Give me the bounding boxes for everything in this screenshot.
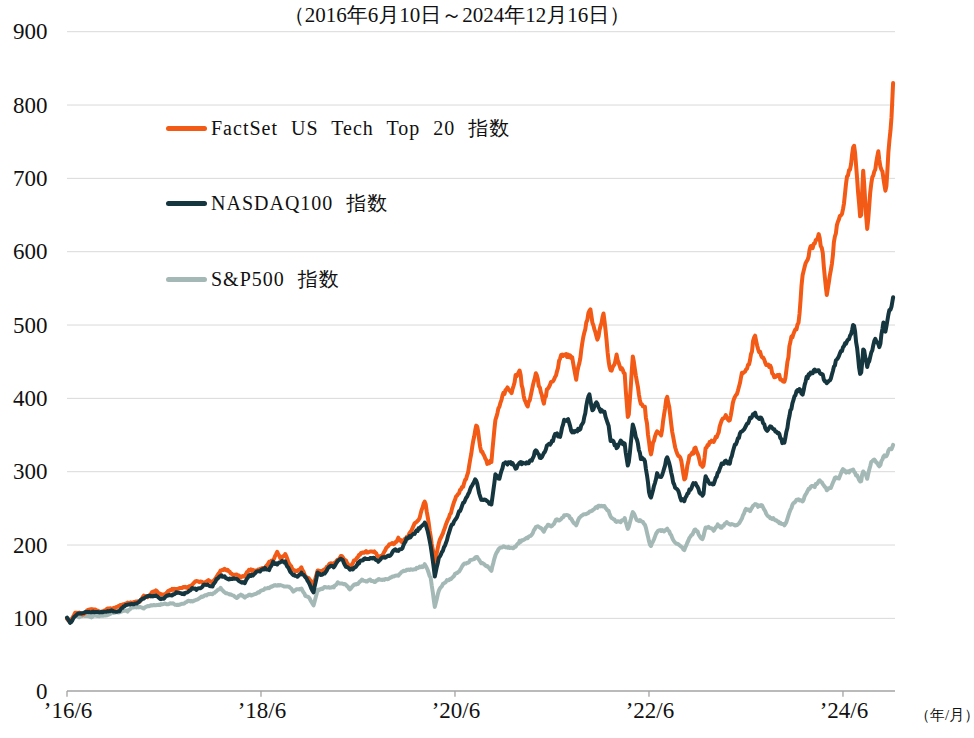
- y-tick-label: 300: [13, 459, 48, 484]
- y-tick-label: 900: [13, 19, 48, 44]
- line-chart: 0100200300400500600700800900’16/6’18/6’2…: [0, 0, 974, 738]
- legend-item-sp500: S&P500 指数: [166, 266, 340, 292]
- chart-title: （2016年6月10日～2024年12月16日）: [284, 1, 631, 29]
- x-axis-unit-label: （年/月）: [915, 706, 974, 725]
- series-line-factset: [67, 83, 893, 621]
- legend-label: FactSet US Tech Top 20 指数: [211, 115, 510, 142]
- legend-item-nasdaq100: NASDAQ100 指数: [166, 191, 388, 217]
- legend-label: NASDAQ100 指数: [211, 190, 388, 217]
- chart-page: 0100200300400500600700800900’16/6’18/6’2…: [0, 0, 974, 738]
- y-tick-label: 100: [13, 606, 48, 631]
- y-tick-label: 600: [13, 239, 48, 264]
- legend-swatch: [166, 201, 207, 206]
- x-tick-label: ’20/6: [432, 698, 481, 723]
- y-tick-label: 400: [13, 386, 48, 411]
- y-tick-label: 800: [13, 93, 48, 118]
- x-tick-label: ’22/6: [626, 698, 675, 723]
- legend-label: S&P500 指数: [211, 266, 340, 293]
- x-tick-label: ’24/6: [820, 698, 869, 723]
- y-tick-label: 500: [13, 313, 48, 338]
- y-tick-label: 200: [13, 533, 48, 558]
- x-tick-label: ’16/6: [44, 698, 93, 723]
- x-tick-label: ’18/6: [238, 698, 287, 723]
- legend-swatch: [166, 126, 207, 131]
- y-tick-label: 700: [13, 166, 48, 191]
- series-line-nasdaq100: [67, 297, 893, 623]
- legend-swatch: [166, 277, 207, 282]
- legend-item-factset: FactSet US Tech Top 20 指数: [166, 116, 510, 142]
